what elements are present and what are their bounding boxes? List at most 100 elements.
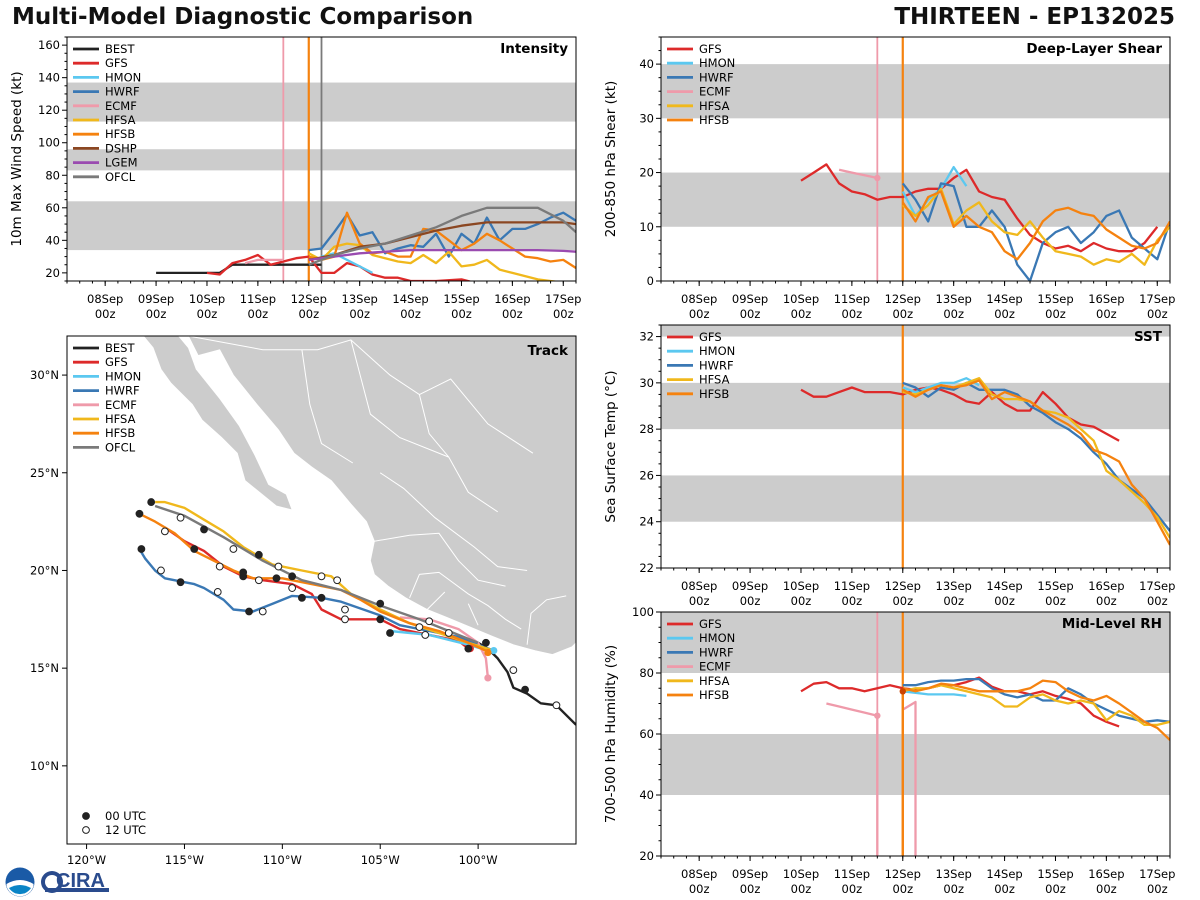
marker-12utc — [421, 631, 430, 639]
legend-label: GFS — [699, 330, 722, 344]
marker-00utc — [376, 615, 385, 624]
marker-12utc — [317, 572, 326, 581]
track-line-hfsb — [138, 512, 491, 654]
marker-12utc — [254, 576, 263, 585]
marker-00utc — [288, 572, 297, 581]
marker-12utc — [215, 562, 224, 571]
cira-logo-icon — [41, 871, 109, 893]
legend-label: HMON — [105, 369, 141, 383]
legend-label: ECMF — [699, 85, 731, 99]
series-line-hfsb — [308, 211, 576, 269]
x-tick-hour: 00z — [95, 307, 116, 321]
lon-tick-label: 110°W — [263, 853, 302, 867]
y-tick-label: 160 — [38, 38, 60, 52]
series-line-hwrf — [901, 182, 1170, 281]
x-tick-hour: 00z — [791, 882, 812, 896]
legend-label: DSHP — [105, 141, 137, 155]
series-group — [800, 612, 1170, 856]
marker-00utc — [521, 685, 529, 694]
y-tick-label: 20 — [45, 266, 60, 280]
plot-frame — [660, 324, 1171, 569]
series-line-gfs — [800, 386, 1120, 442]
marker-00utc — [239, 568, 248, 577]
hmon-start-point — [490, 646, 498, 655]
state-border — [374, 532, 506, 587]
x-tick-hour: 00z — [689, 307, 710, 321]
panel-title: Track — [528, 343, 569, 359]
x-tick-hour: 00z — [1045, 882, 1066, 896]
track-line-best — [477, 641, 576, 726]
legend-label: HFSA — [699, 674, 730, 688]
map-group — [135, 336, 576, 726]
legend-label: BEST — [105, 42, 135, 56]
lon-tick-label: 100°W — [459, 853, 498, 867]
x-tick-date: 16Sep — [494, 292, 530, 306]
y-tick-label: 40 — [45, 233, 60, 247]
x-tick-date: 16Sep — [1088, 579, 1124, 593]
legend-label: OFCL — [105, 170, 136, 184]
x-tick-hour: 00z — [842, 594, 863, 608]
x-tick-hour: 00z — [791, 594, 812, 608]
marker-12utc — [341, 615, 349, 624]
x-tick-date: 12Sep — [291, 292, 327, 306]
x-tick-date: 11Sep — [834, 292, 870, 306]
x-tick-hour: 00z — [502, 307, 523, 321]
shaded-band — [661, 612, 1170, 673]
x-tick-date: 14Sep — [986, 867, 1022, 881]
series-line-gfs — [800, 163, 1159, 253]
state-border — [350, 339, 449, 458]
x-tick-date: 09Sep — [732, 867, 768, 881]
legend-label: GFS — [699, 42, 722, 56]
series-line-hwrf — [902, 677, 1170, 723]
y-tick-label: 140 — [38, 71, 60, 85]
legend-label: HWRF — [105, 384, 140, 398]
x-tick-hour: 00z — [994, 307, 1015, 321]
y-tick-label: 40 — [639, 57, 654, 71]
x-tick-hour: 00z — [349, 307, 370, 321]
lat-tick-label: 30°N — [30, 368, 59, 382]
shear-panel: 01020304008Sep00z09Sep00z10Sep00z11Sep00… — [603, 36, 1175, 321]
x-tick-date: 10Sep — [189, 292, 225, 306]
marker-12utc — [229, 545, 238, 553]
track-map-panel: 120°W 115°W 110°W 105°W 100°W 10°N 15°N 20°N 25°… — [30, 335, 577, 867]
legend-label: HFSB — [699, 113, 729, 127]
series-line-ecmf — [902, 700, 917, 856]
panel-title: Intensity — [500, 41, 568, 57]
y-tick-label: 80 — [639, 666, 654, 680]
x-tick-hour: 00z — [197, 307, 218, 321]
x-tick-date: 10Sep — [783, 292, 819, 306]
x-tick-hour: 00z — [1147, 307, 1168, 321]
marker-00utc — [245, 607, 253, 616]
legend-label: HWRF — [699, 358, 734, 372]
x-tick-date: 15Sep — [1037, 292, 1073, 306]
series-line-gfs — [206, 253, 473, 281]
y-axis-label: Sea Surface Temp (°C) — [603, 370, 619, 522]
marker-00utc — [317, 593, 326, 602]
legend-label: HWRF — [699, 70, 734, 84]
legend-label: HFSA — [699, 99, 730, 113]
x-tick-date: 15Sep — [1037, 867, 1073, 881]
series-line-hwrf — [308, 211, 576, 258]
mexico-landmass — [155, 336, 576, 655]
y-tick-label: 20 — [639, 849, 654, 863]
x-tick-date: 14Sep — [392, 292, 428, 306]
state-border — [409, 571, 522, 630]
x-tick-date: 15Sep — [1037, 579, 1073, 593]
panel-title: Mid-Level RH — [1062, 616, 1162, 632]
series-line-hmon — [902, 690, 967, 698]
x-tick-hour: 00z — [1096, 307, 1117, 321]
y-tick-label: 100 — [632, 605, 654, 619]
legend-label: HFSA — [105, 412, 136, 426]
y-tick-label: 0 — [647, 274, 654, 288]
series-line-lgem — [308, 248, 576, 262]
baja-peninsula — [142, 336, 293, 511]
panel-title: SST — [1134, 329, 1163, 345]
x-tick-date: 11Sep — [834, 579, 870, 593]
y-tick-label: 100 — [38, 136, 60, 150]
y-tick-label: 32 — [639, 330, 654, 344]
y-tick-label: 40 — [639, 788, 654, 802]
series-line-hfsa — [902, 684, 1170, 727]
shaded-band — [661, 325, 1170, 337]
series-line-hmon — [902, 377, 980, 394]
